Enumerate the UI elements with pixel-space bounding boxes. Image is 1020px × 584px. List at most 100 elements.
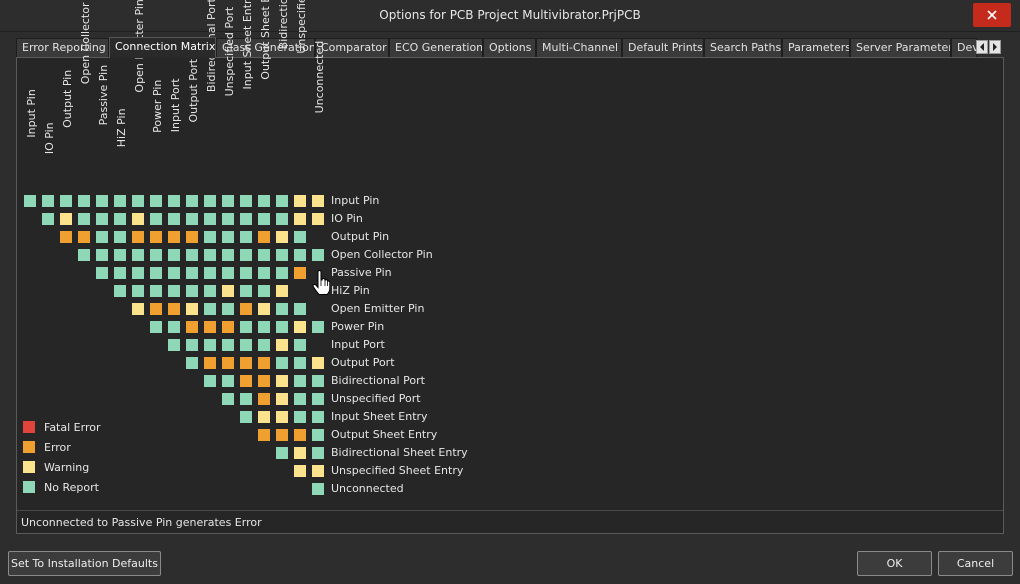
- matrix-cell[interactable]: [240, 375, 252, 387]
- matrix-cell[interactable]: [258, 231, 270, 243]
- matrix-cell[interactable]: [294, 213, 306, 225]
- matrix-cell[interactable]: [294, 465, 306, 477]
- matrix-cell[interactable]: [258, 429, 270, 441]
- matrix-cell[interactable]: [258, 375, 270, 387]
- matrix-cell[interactable]: [312, 213, 324, 225]
- matrix-cell[interactable]: [240, 249, 252, 261]
- matrix-cell[interactable]: [60, 231, 72, 243]
- matrix-cell[interactable]: [114, 267, 126, 279]
- matrix-cell[interactable]: [312, 375, 324, 387]
- matrix-cell[interactable]: [150, 231, 162, 243]
- matrix-cell[interactable]: [114, 285, 126, 297]
- tab-multi-channel[interactable]: Multi-Channel: [536, 38, 622, 57]
- matrix-cell[interactable]: [312, 321, 324, 333]
- matrix-cell[interactable]: [312, 447, 324, 459]
- matrix-cell[interactable]: [222, 249, 234, 261]
- matrix-cell[interactable]: [168, 195, 180, 207]
- matrix-cell[interactable]: [186, 267, 198, 279]
- matrix-cell[interactable]: [60, 195, 72, 207]
- matrix-cell[interactable]: [312, 195, 324, 207]
- tab-connection-matrix[interactable]: Connection Matrix: [109, 37, 216, 58]
- tab-options[interactable]: Options: [483, 38, 536, 57]
- matrix-cell[interactable]: [222, 375, 234, 387]
- tab-server-parameters[interactable]: Server Parameters: [850, 38, 951, 57]
- matrix-cell[interactable]: [168, 339, 180, 351]
- matrix-cell[interactable]: [96, 231, 108, 243]
- matrix-cell[interactable]: [276, 375, 288, 387]
- matrix-cell[interactable]: [222, 393, 234, 405]
- matrix-cell[interactable]: [204, 213, 216, 225]
- matrix-cell[interactable]: [312, 249, 324, 261]
- matrix-cell[interactable]: [294, 411, 306, 423]
- matrix-cell[interactable]: [276, 303, 288, 315]
- matrix-cell[interactable]: [132, 285, 144, 297]
- matrix-cell[interactable]: [276, 231, 288, 243]
- matrix-cell[interactable]: [186, 357, 198, 369]
- matrix-cell[interactable]: [312, 411, 324, 423]
- matrix-cell[interactable]: [186, 321, 198, 333]
- matrix-cell[interactable]: [222, 195, 234, 207]
- matrix-cell[interactable]: [96, 249, 108, 261]
- tab-eco-generation[interactable]: ECO Generation: [389, 38, 483, 57]
- matrix-cell[interactable]: [78, 249, 90, 261]
- matrix-cell[interactable]: [276, 429, 288, 441]
- matrix-cell[interactable]: [78, 213, 90, 225]
- matrix-cell[interactable]: [258, 321, 270, 333]
- matrix-cell[interactable]: [276, 339, 288, 351]
- matrix-cell[interactable]: [276, 195, 288, 207]
- matrix-cell[interactable]: [276, 447, 288, 459]
- matrix-cell[interactable]: [204, 285, 216, 297]
- matrix-cell[interactable]: [276, 321, 288, 333]
- close-button[interactable]: [973, 3, 1011, 27]
- matrix-cell[interactable]: [186, 231, 198, 243]
- matrix-cell[interactable]: [168, 267, 180, 279]
- matrix-cell[interactable]: [204, 231, 216, 243]
- matrix-cell[interactable]: [204, 375, 216, 387]
- matrix-cell[interactable]: [240, 213, 252, 225]
- matrix-cell[interactable]: [114, 195, 126, 207]
- matrix-cell[interactable]: [276, 393, 288, 405]
- matrix-cell[interactable]: [204, 195, 216, 207]
- matrix-cell[interactable]: [132, 195, 144, 207]
- matrix-cell[interactable]: [258, 267, 270, 279]
- matrix-cell[interactable]: [96, 267, 108, 279]
- matrix-cell[interactable]: [24, 195, 36, 207]
- matrix-cell[interactable]: [204, 357, 216, 369]
- matrix-cell[interactable]: [150, 249, 162, 261]
- matrix-cell[interactable]: [222, 267, 234, 279]
- matrix-cell[interactable]: [204, 267, 216, 279]
- matrix-cell[interactable]: [204, 339, 216, 351]
- matrix-cell[interactable]: [168, 285, 180, 297]
- tab-device-sheets[interactable]: Dev: [951, 38, 977, 57]
- matrix-cell[interactable]: [240, 393, 252, 405]
- matrix-cell[interactable]: [222, 303, 234, 315]
- matrix-cell[interactable]: [294, 267, 306, 279]
- matrix-cell[interactable]: [294, 231, 306, 243]
- matrix-cell[interactable]: [222, 213, 234, 225]
- matrix-cell[interactable]: [186, 213, 198, 225]
- matrix-cell[interactable]: [204, 249, 216, 261]
- matrix-cell[interactable]: [258, 303, 270, 315]
- matrix-cell[interactable]: [168, 231, 180, 243]
- matrix-cell[interactable]: [150, 213, 162, 225]
- matrix-cell[interactable]: [186, 195, 198, 207]
- tab-error-reporting[interactable]: Error Reporting: [16, 38, 109, 57]
- matrix-cell[interactable]: [312, 357, 324, 369]
- matrix-cell[interactable]: [114, 213, 126, 225]
- matrix-cell[interactable]: [42, 195, 54, 207]
- matrix-cell[interactable]: [222, 231, 234, 243]
- matrix-cell[interactable]: [150, 321, 162, 333]
- matrix-cell[interactable]: [240, 321, 252, 333]
- matrix-cell[interactable]: [132, 231, 144, 243]
- matrix-cell[interactable]: [276, 249, 288, 261]
- matrix-cell[interactable]: [168, 213, 180, 225]
- matrix-cell[interactable]: [222, 285, 234, 297]
- set-to-installation-defaults-button[interactable]: Set To Installation Defaults: [8, 551, 161, 576]
- matrix-cell[interactable]: [240, 285, 252, 297]
- matrix-cell[interactable]: [240, 357, 252, 369]
- matrix-cell[interactable]: [42, 213, 54, 225]
- matrix-cell[interactable]: [114, 249, 126, 261]
- matrix-cell[interactable]: [150, 195, 162, 207]
- matrix-cell[interactable]: [168, 249, 180, 261]
- tab-comparator[interactable]: Comparator: [315, 38, 389, 57]
